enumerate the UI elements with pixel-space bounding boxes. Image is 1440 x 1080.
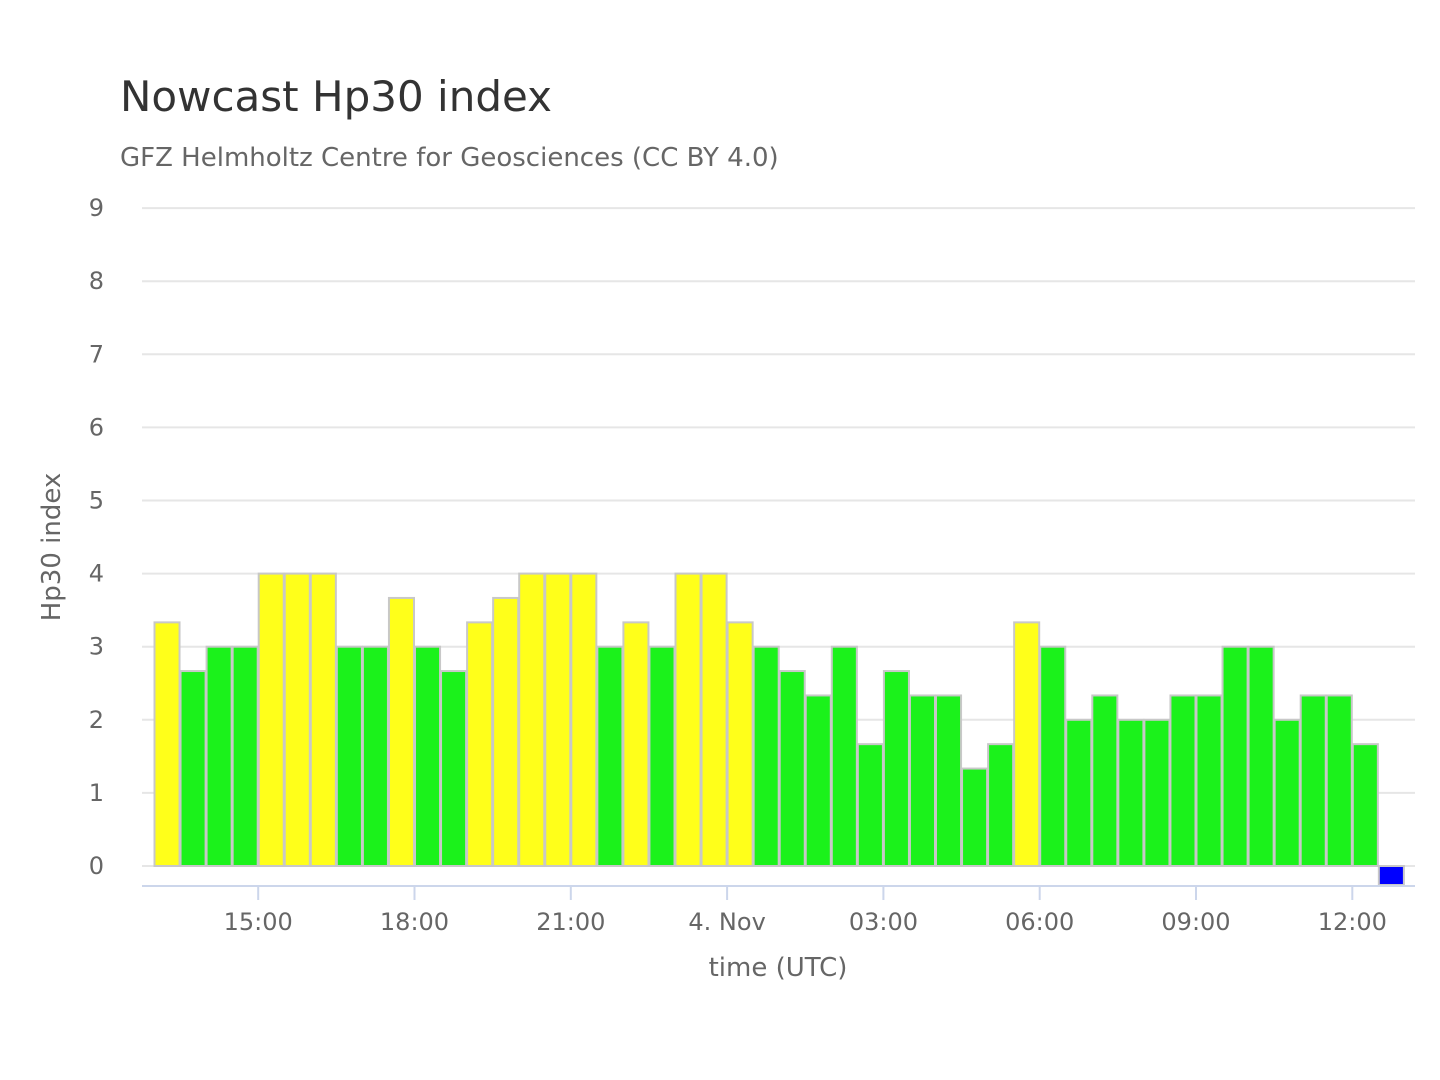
bar[interactable] xyxy=(1013,621,1041,868)
bar[interactable] xyxy=(1299,694,1327,867)
y-tick-label: 2 xyxy=(89,706,104,734)
bar[interactable] xyxy=(908,694,937,867)
bar[interactable] xyxy=(1039,645,1067,868)
bar[interactable] xyxy=(570,572,598,867)
bar[interactable] xyxy=(335,645,363,868)
bar[interactable] xyxy=(778,670,806,867)
x-tick-label: 15:00 xyxy=(224,908,293,936)
bar[interactable] xyxy=(935,694,963,867)
bar[interactable] xyxy=(1091,694,1119,867)
bar[interactable] xyxy=(518,572,546,867)
bar[interactable] xyxy=(283,572,311,867)
bar[interactable] xyxy=(387,596,416,868)
x-axis-title: time (UTC) xyxy=(709,953,848,983)
bar[interactable] xyxy=(1221,645,1249,868)
bar[interactable] xyxy=(856,743,884,867)
bar[interactable] xyxy=(830,645,858,868)
bar[interactable] xyxy=(1065,718,1093,867)
y-tick-label: 7 xyxy=(89,340,104,368)
chart-subtitle: GFZ Helmholtz Centre for Geosciences (CC… xyxy=(120,143,779,173)
y-tick-label: 1 xyxy=(89,779,104,807)
x-tick-label: 12:00 xyxy=(1318,908,1387,936)
chart-title: Nowcast Hp30 index xyxy=(120,72,552,121)
bar[interactable] xyxy=(1117,718,1145,867)
bar[interactable] xyxy=(622,621,650,868)
bar[interactable] xyxy=(544,572,572,867)
bar[interactable] xyxy=(1247,645,1275,868)
bar[interactable] xyxy=(309,572,337,867)
bar[interactable] xyxy=(752,645,780,868)
y-tick-label: 5 xyxy=(89,487,104,515)
bar[interactable] xyxy=(1377,865,1405,886)
y-tick-label: 9 xyxy=(89,194,104,222)
x-tick-label: 09:00 xyxy=(1161,908,1230,936)
y-tick-label: 0 xyxy=(89,852,104,880)
bar[interactable] xyxy=(1325,694,1353,867)
bar[interactable] xyxy=(987,743,1015,867)
bar[interactable] xyxy=(1351,743,1379,867)
bars xyxy=(153,572,1405,886)
bar[interactable] xyxy=(440,670,468,867)
bar[interactable] xyxy=(596,645,624,868)
bar[interactable] xyxy=(674,572,702,867)
bar[interactable] xyxy=(804,694,832,867)
x-axis-ticks: 15:00 18:00 21:00 4. Nov 03:00 06:00 09:00 12:0… xyxy=(224,886,1387,936)
bar[interactable] xyxy=(1195,694,1223,867)
bar[interactable] xyxy=(492,596,520,868)
y-axis-title: Hp30 index xyxy=(37,473,67,622)
x-tick-label: 4. Nov xyxy=(688,908,765,936)
bar[interactable] xyxy=(179,670,207,867)
y-tick-label: 3 xyxy=(89,633,104,661)
bar[interactable] xyxy=(648,645,676,868)
bar[interactable] xyxy=(882,670,910,867)
y-axis-ticks: 0 1 2 3 4 5 6 7 8 9 xyxy=(89,194,104,880)
y-tick-label: 4 xyxy=(89,560,104,588)
y-tick-label: 8 xyxy=(89,267,104,295)
bar[interactable] xyxy=(700,572,728,867)
bar[interactable] xyxy=(231,645,259,868)
bar[interactable] xyxy=(257,572,285,867)
bar[interactable] xyxy=(961,767,989,867)
bar[interactable] xyxy=(153,621,181,868)
bar[interactable] xyxy=(205,645,233,868)
x-tick-label: 21:00 xyxy=(536,908,605,936)
bar[interactable] xyxy=(414,645,442,868)
x-tick-label: 06:00 xyxy=(1005,908,1074,936)
bar[interactable] xyxy=(361,645,389,868)
bar[interactable] xyxy=(466,621,494,868)
y-tick-label: 6 xyxy=(89,413,104,441)
x-tick-label: 03:00 xyxy=(849,908,918,936)
x-tick-label: 18:00 xyxy=(380,908,449,936)
bar[interactable] xyxy=(726,621,754,868)
bar[interactable] xyxy=(1273,718,1301,867)
bar[interactable] xyxy=(1143,718,1171,867)
bar[interactable] xyxy=(1169,694,1197,867)
